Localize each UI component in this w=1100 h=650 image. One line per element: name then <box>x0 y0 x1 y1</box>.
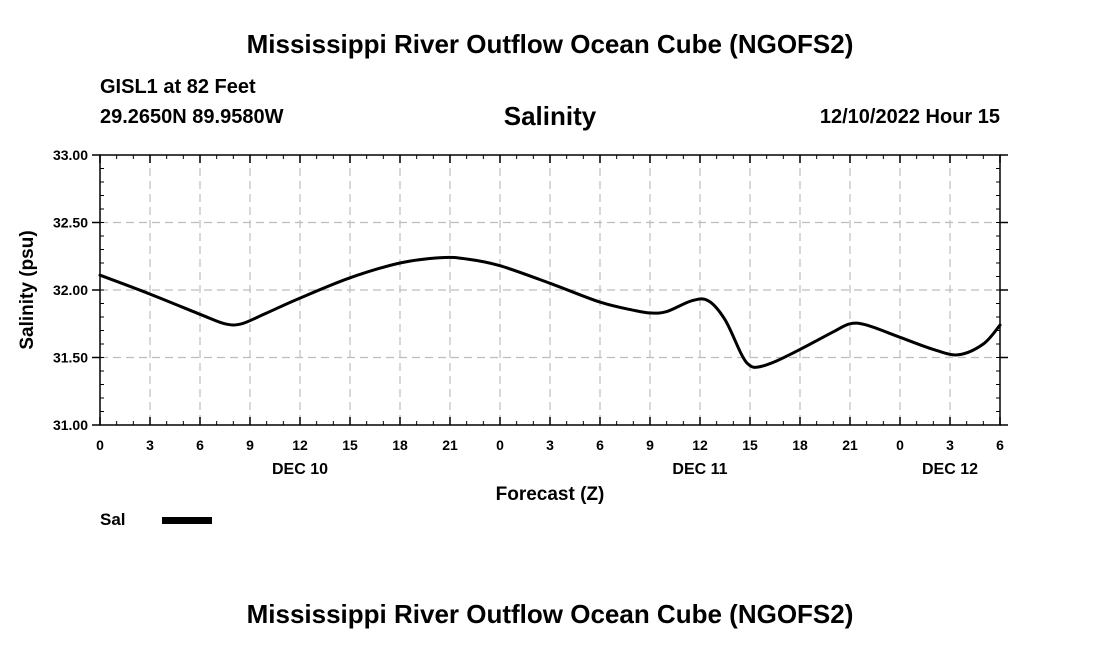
x-tick-label: 6 <box>996 437 1004 453</box>
x-tick-label: 0 <box>496 437 504 453</box>
coordinates-label: 29.2650N 89.9580W <box>100 106 284 128</box>
datetime-label: 12/10/2022 Hour 15 <box>819 106 1000 128</box>
x-tick-label: 3 <box>546 437 554 453</box>
day-label: DEC 12 <box>922 461 978 478</box>
x-tick-label: 9 <box>646 437 654 453</box>
x-tick-label: 21 <box>442 437 458 453</box>
y-axis-label: Salinity (psu) <box>17 230 38 349</box>
x-tick-label: 6 <box>596 437 604 453</box>
x-tick-label: 12 <box>292 437 308 453</box>
x-axis-label: Forecast (Z) <box>496 484 605 505</box>
x-tick-label: 18 <box>392 437 408 453</box>
legend-swatch <box>162 517 212 524</box>
x-tick-label: 0 <box>96 437 104 453</box>
day-label: DEC 11 <box>672 461 727 478</box>
x-tick-label: 18 <box>792 437 808 453</box>
legend-label: Sal <box>100 510 126 529</box>
variable-title: Salinity <box>503 101 597 131</box>
x-tick-label: 9 <box>246 437 254 453</box>
series-line-sal <box>98 255 1002 369</box>
y-tick-label: 33.00 <box>53 147 88 163</box>
y-tick-label: 31.00 <box>53 417 88 433</box>
y-tick-label: 31.50 <box>53 350 88 366</box>
chart-title: Mississippi River Outflow Ocean Cube (NG… <box>246 29 854 59</box>
plot-frame <box>99 154 1001 426</box>
x-tick-label: 6 <box>196 437 204 453</box>
x-tick-label: 12 <box>692 437 708 453</box>
day-label: DEC 10 <box>272 461 328 478</box>
y-tick-label: 32.50 <box>53 215 88 231</box>
footer-title: Mississippi River Outflow Ocean Cube (NG… <box>246 599 854 629</box>
x-tick-label: 15 <box>742 437 758 453</box>
x-tick-label: 0 <box>896 437 904 453</box>
x-tick-label: 15 <box>342 437 358 453</box>
x-tick-label: 3 <box>946 437 954 453</box>
x-tick-label: 3 <box>146 437 154 453</box>
y-tick-label: 32.00 <box>53 282 88 298</box>
x-tick-label: 21 <box>842 437 858 453</box>
station-label: GISL1 at 82 Feet <box>100 76 256 98</box>
